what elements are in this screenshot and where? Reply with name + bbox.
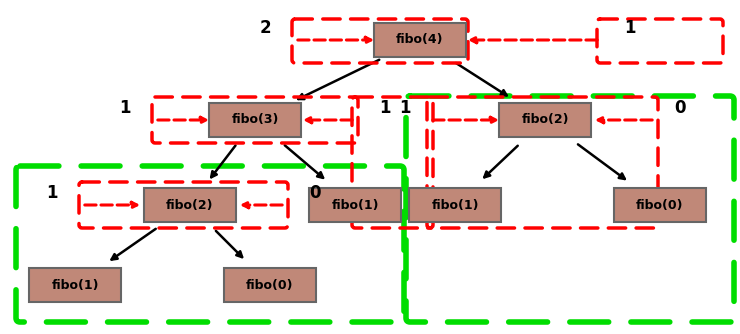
FancyBboxPatch shape	[409, 188, 501, 222]
Text: 1: 1	[625, 19, 636, 37]
Text: fibo(0): fibo(0)	[636, 198, 684, 211]
Text: fibo(1): fibo(1)	[51, 279, 98, 292]
FancyBboxPatch shape	[614, 188, 706, 222]
Text: 1: 1	[119, 99, 131, 117]
Text: fibo(1): fibo(1)	[332, 198, 379, 211]
Text: fibo(2): fibo(2)	[521, 114, 569, 127]
Text: fibo(1): fibo(1)	[431, 198, 479, 211]
Text: 0: 0	[309, 184, 320, 202]
Text: 0: 0	[674, 99, 686, 117]
Text: fibo(3): fibo(3)	[232, 114, 279, 127]
FancyBboxPatch shape	[499, 103, 591, 137]
Text: 1: 1	[380, 99, 391, 117]
Text: 1: 1	[46, 184, 58, 202]
FancyBboxPatch shape	[209, 103, 301, 137]
Text: fibo(2): fibo(2)	[166, 198, 214, 211]
FancyBboxPatch shape	[144, 188, 236, 222]
Text: fibo(0): fibo(0)	[246, 279, 294, 292]
FancyBboxPatch shape	[309, 188, 401, 222]
FancyBboxPatch shape	[224, 268, 316, 302]
FancyBboxPatch shape	[374, 23, 466, 57]
FancyBboxPatch shape	[29, 268, 121, 302]
Text: fibo(4): fibo(4)	[396, 33, 444, 46]
Text: 1: 1	[400, 99, 411, 117]
Text: 2: 2	[259, 19, 271, 37]
